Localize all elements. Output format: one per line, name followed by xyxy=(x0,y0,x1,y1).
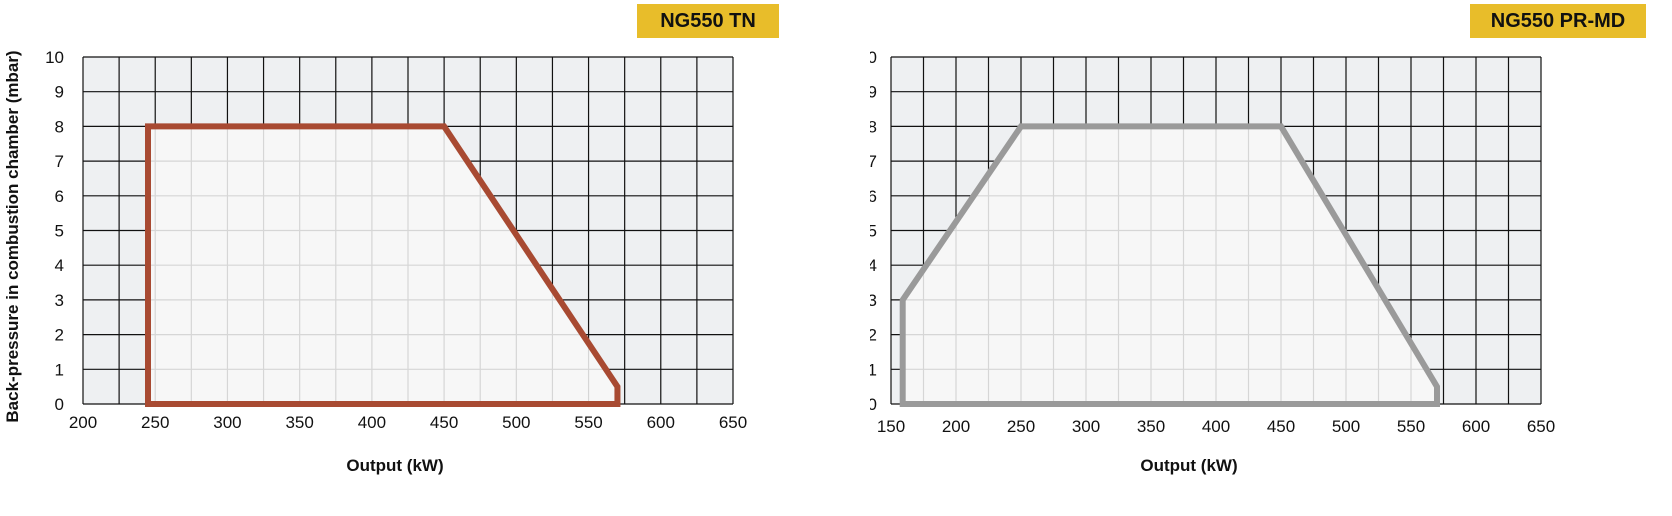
y-tick-label: 7 xyxy=(55,152,64,171)
x-tick-label: 200 xyxy=(942,417,970,436)
y-tick-label: 2 xyxy=(870,326,877,345)
x-tick-label: 350 xyxy=(1137,417,1165,436)
x-tick-label: 550 xyxy=(574,413,602,432)
y-tick-label: 1 xyxy=(55,360,64,379)
y-tick-label: 0 xyxy=(55,395,64,414)
y-tick-label: 10 xyxy=(870,48,877,67)
y-tick-label: 4 xyxy=(55,256,64,275)
y-tick-label: 2 xyxy=(55,326,64,345)
x-tick-label: 650 xyxy=(719,413,747,432)
operating-field-outline xyxy=(145,123,621,407)
y-tick-label: 7 xyxy=(870,152,877,171)
y-tick-label: 6 xyxy=(55,187,64,206)
x-tick-label: 500 xyxy=(1332,417,1360,436)
y-tick-label: 9 xyxy=(870,83,877,102)
x-tick-label: 300 xyxy=(1072,417,1100,436)
chart-panel-tn: NG550 TN 0 1 2 3 4 5 6 7 8 9 10 200 250 300 350 400 450 5… xyxy=(0,0,800,511)
y-tick-label: 3 xyxy=(55,291,64,310)
y-tick-label: 8 xyxy=(870,117,877,136)
x-axis-label: Output (kW) xyxy=(346,456,443,475)
y-tick-label: 5 xyxy=(870,222,877,241)
x-tick-label: 650 xyxy=(1527,417,1555,436)
y-tick-label: 3 xyxy=(870,291,877,310)
x-tick-label: 400 xyxy=(1202,417,1230,436)
chart-pr-md: 0 1 2 3 4 5 6 7 8 9 10 150 200 250 300 350 400 450 500 550 6… xyxy=(818,48,1555,475)
x-tick-label: 450 xyxy=(430,413,458,432)
y-tick-label: 1 xyxy=(870,360,877,379)
y-tick-label: 6 xyxy=(870,187,877,206)
x-tick-label: 250 xyxy=(141,413,169,432)
x-tick-label: 400 xyxy=(358,413,386,432)
x-tick-label: 250 xyxy=(1007,417,1035,436)
y-tick-label: 0 xyxy=(870,395,877,414)
operating-field-outline xyxy=(899,123,1440,407)
x-tick-label: 500 xyxy=(502,413,530,432)
y-tick-label: 10 xyxy=(45,48,64,67)
y-tick-label: 8 xyxy=(55,117,64,136)
chart-tn: 0 1 2 3 4 5 6 7 8 9 10 200 250 300 350 400 450 500 550 600 6… xyxy=(3,48,747,475)
x-tick-label: 550 xyxy=(1397,417,1425,436)
x-tick-label: 600 xyxy=(1462,417,1490,436)
chart-title-badge: NG550 PR-MD xyxy=(1470,4,1646,38)
x-tick-label: 350 xyxy=(285,413,313,432)
x-tick-label: 150 xyxy=(877,417,905,436)
y-axis-label: Back-pressure in combustion chamber (mba… xyxy=(3,50,22,422)
y-tick-label: 9 xyxy=(55,83,64,102)
x-axis-label: Output (kW) xyxy=(1140,456,1237,475)
x-tick-label: 450 xyxy=(1267,417,1295,436)
y-tick-label: 4 xyxy=(870,256,877,275)
chart-title-badge: NG550 TN xyxy=(637,4,779,38)
chart-panel-pr-md: NG550 PR-MD 0 1 2 3 4 5 6 7 8 9 10 150 200 250 300 350 4… xyxy=(818,0,1672,511)
x-tick-label: 200 xyxy=(69,413,97,432)
x-tick-label: 300 xyxy=(213,413,241,432)
y-tick-label: 5 xyxy=(55,222,64,241)
x-tick-label: 600 xyxy=(647,413,675,432)
